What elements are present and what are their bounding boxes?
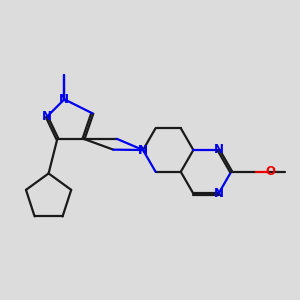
Text: N: N bbox=[138, 143, 148, 157]
Text: N: N bbox=[59, 93, 69, 106]
Text: O: O bbox=[265, 165, 275, 178]
Text: N: N bbox=[138, 143, 148, 157]
Text: N: N bbox=[214, 187, 224, 200]
Text: N: N bbox=[214, 143, 224, 157]
Text: N: N bbox=[42, 110, 52, 123]
